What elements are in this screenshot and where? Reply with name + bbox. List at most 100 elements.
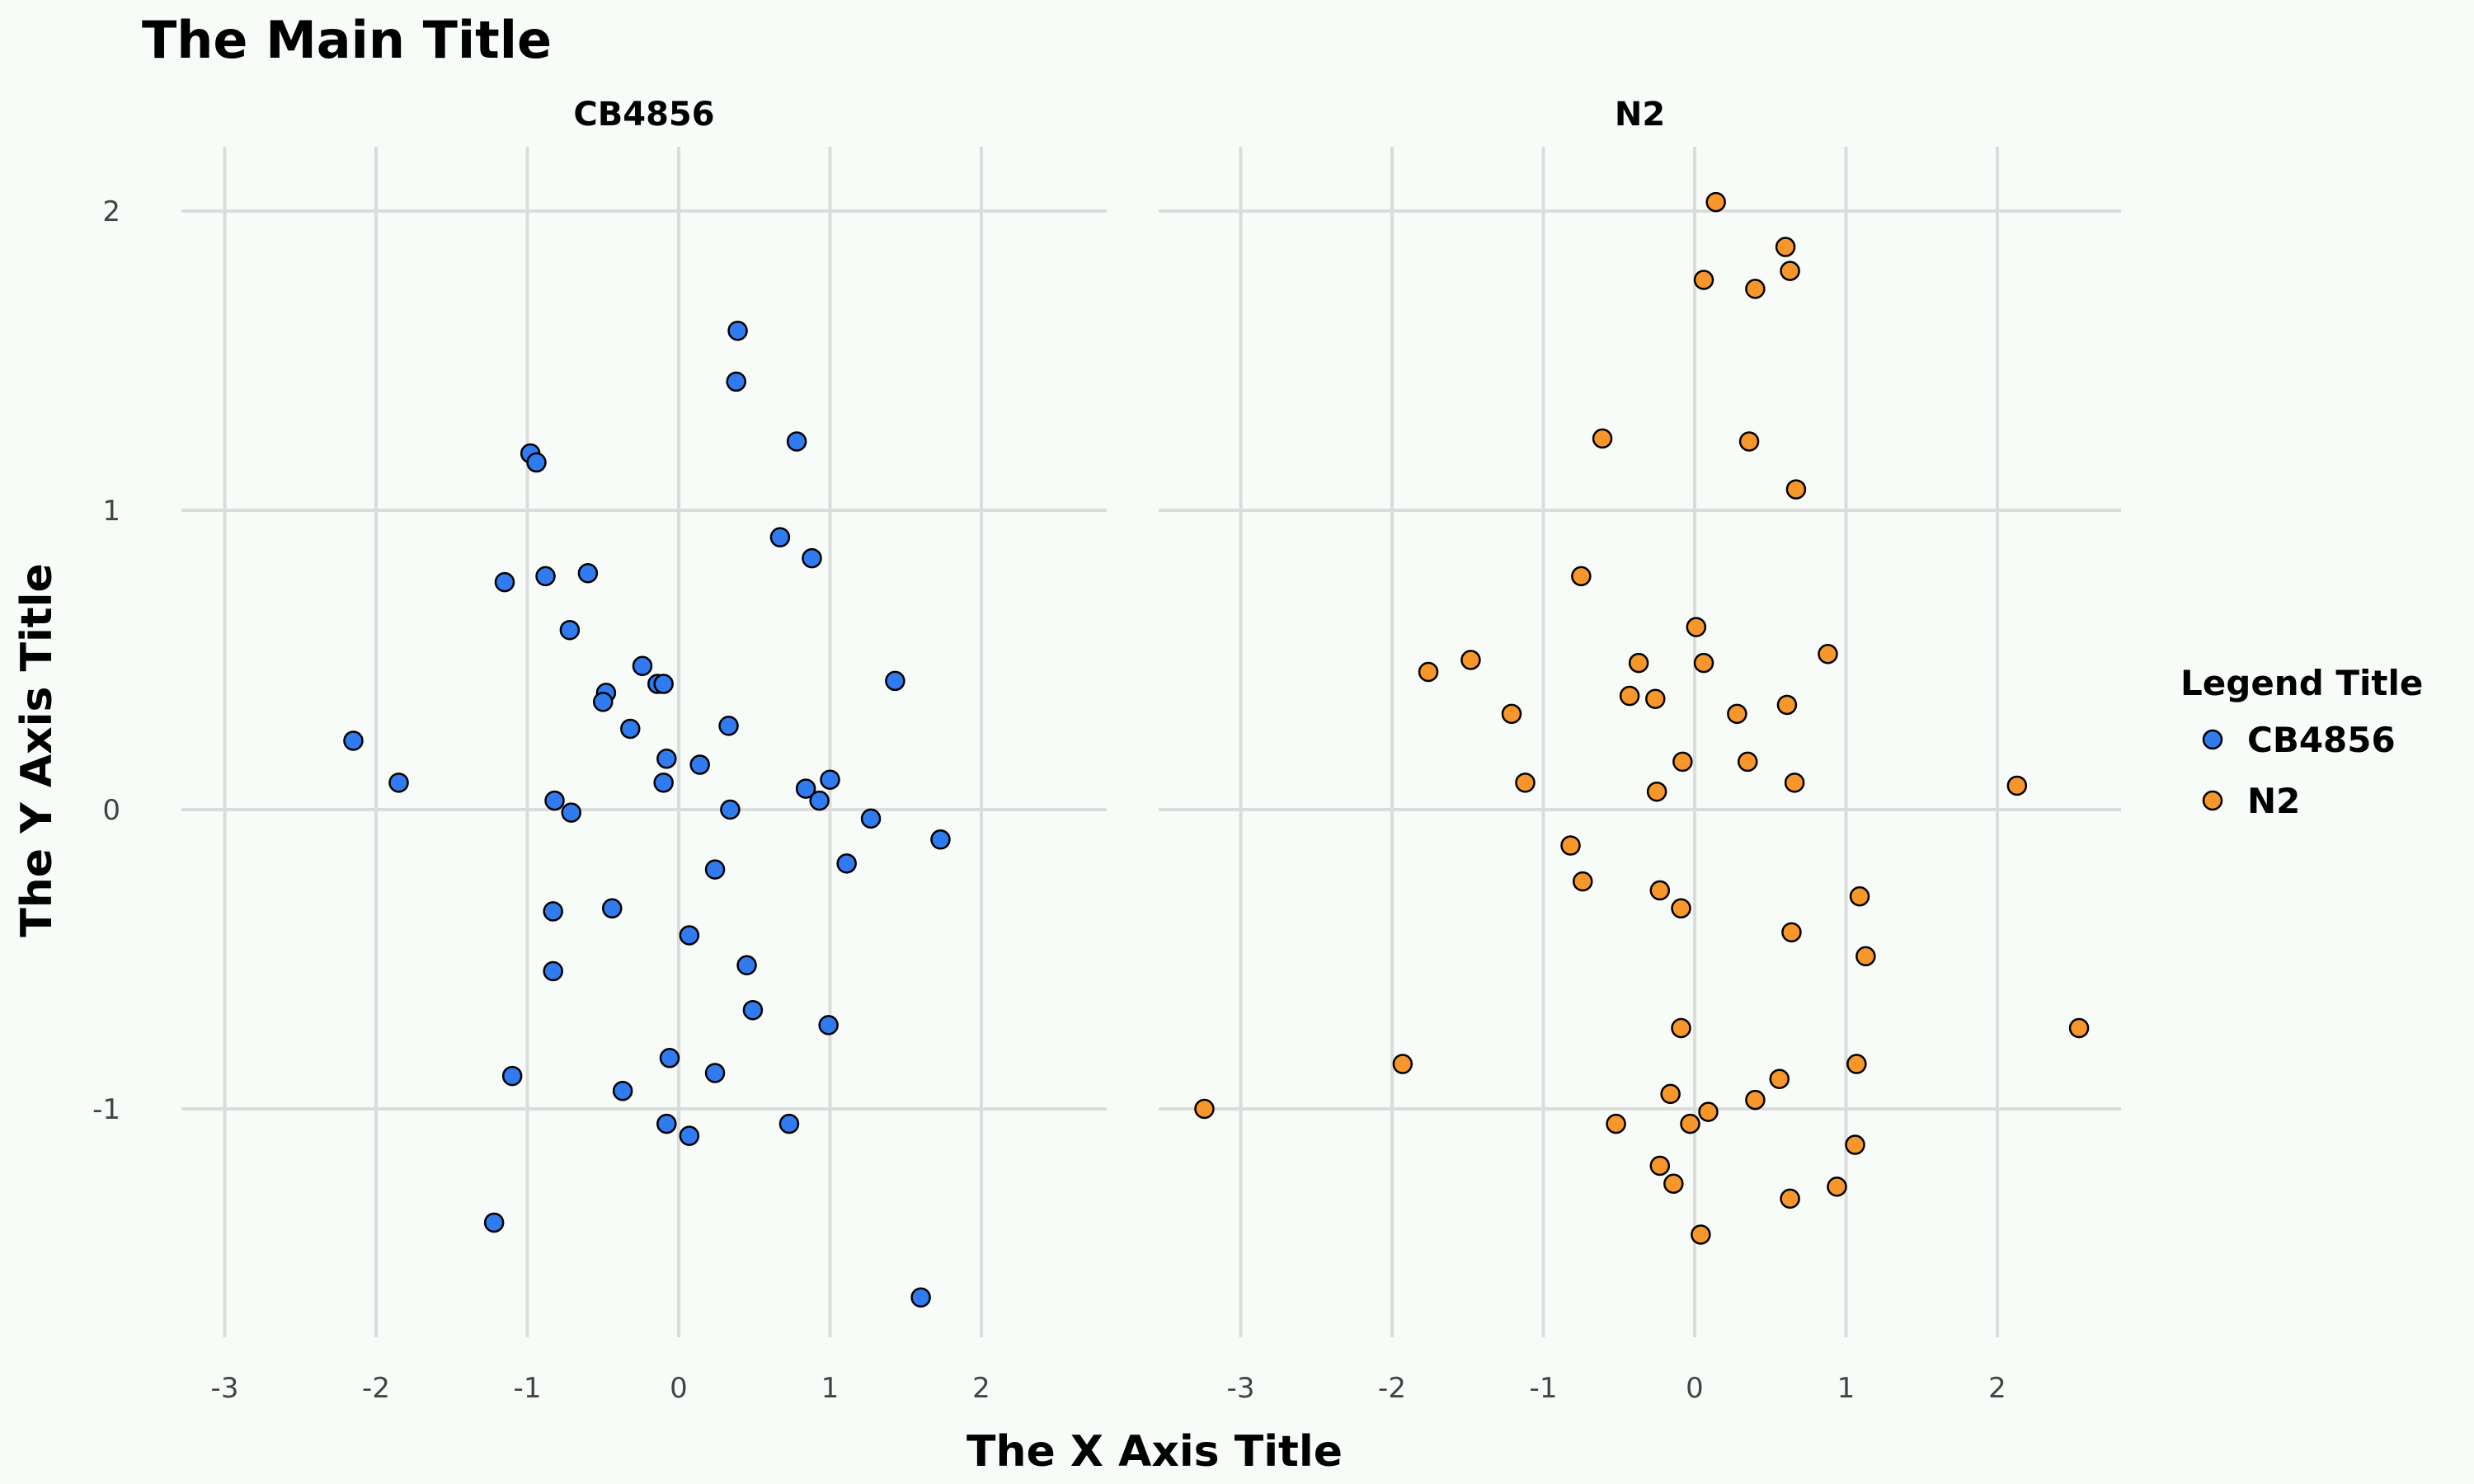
data-point-n2 xyxy=(1645,688,1666,709)
data-point-n2 xyxy=(1501,703,1522,725)
data-point-n2 xyxy=(1572,871,1593,892)
x-tick-label: 1 xyxy=(821,1372,840,1405)
data-point-n2 xyxy=(1660,1083,1681,1105)
data-point-cb4856 xyxy=(809,790,830,811)
data-point-cb4856 xyxy=(679,1125,700,1146)
data-point-n2 xyxy=(1827,1176,1847,1197)
data-point-n2 xyxy=(2006,775,2028,796)
data-point-cb4856 xyxy=(742,999,764,1021)
data-point-n2 xyxy=(1649,1155,1671,1176)
data-point-cb4856 xyxy=(786,431,807,452)
data-point-cb4856 xyxy=(736,955,757,976)
y-tick-label: 2 xyxy=(102,195,120,228)
panel-cb4856-grid xyxy=(181,147,1107,1337)
data-point-n2 xyxy=(1769,1068,1790,1089)
data-point-n2 xyxy=(1818,643,1838,665)
y-tick-label: -1 xyxy=(92,1093,120,1126)
data-point-n2 xyxy=(1780,1188,1800,1209)
data-point-cb4856 xyxy=(704,859,726,880)
data-point-n2 xyxy=(1628,652,1649,674)
x-axis-ticks: -3 -2 -1 0 1 2 -3 -2 -1 0 1 2 xyxy=(211,1372,2006,1405)
panel-n2-grid xyxy=(1159,147,2121,1337)
y-tick-label: 0 xyxy=(102,794,120,827)
data-point-n2 xyxy=(1784,773,1805,793)
data-point-n2 xyxy=(1705,191,1726,213)
data-point-cb4856 xyxy=(593,692,614,712)
data-point-n2 xyxy=(1781,922,1802,943)
data-point-n2 xyxy=(1698,1101,1719,1122)
x-tick-label: 2 xyxy=(1988,1372,2006,1405)
data-point-cb4856 xyxy=(632,655,653,677)
data-point-n2 xyxy=(1691,1224,1711,1245)
data-point-n2 xyxy=(1592,428,1613,449)
data-point-cb4856 xyxy=(561,802,581,823)
panel-cb4856-points xyxy=(343,320,951,1308)
data-point-cb4856 xyxy=(612,1080,633,1101)
data-point-n2 xyxy=(1671,1017,1691,1039)
data-point-n2 xyxy=(1693,652,1714,674)
x-tick-label: -3 xyxy=(1227,1372,1255,1405)
data-point-cb4856 xyxy=(620,718,641,740)
x-axis-title: The X Axis Title xyxy=(967,1427,1343,1477)
data-point-n2 xyxy=(1571,566,1592,587)
data-point-n2 xyxy=(1418,661,1439,683)
data-point-n2 xyxy=(1738,431,1760,452)
data-point-n2 xyxy=(1745,1089,1766,1111)
data-point-cb4856 xyxy=(689,754,710,775)
legend-label-cb4856: CB4856 xyxy=(2247,720,2396,760)
data-point-cb4856 xyxy=(526,452,547,473)
data-point-cb4856 xyxy=(718,716,739,736)
data-point-n2 xyxy=(1606,1113,1626,1134)
data-point-n2 xyxy=(1515,773,1536,793)
data-point-cb4856 xyxy=(577,562,599,584)
data-point-cb4856 xyxy=(778,1113,800,1134)
data-point-cb4856 xyxy=(501,1065,523,1087)
panel-cb4856-strip-label: CB4856 xyxy=(573,96,714,134)
x-tick-label: 0 xyxy=(1686,1372,1704,1405)
y-tick-label: 1 xyxy=(102,495,120,528)
data-point-n2 xyxy=(1680,1113,1700,1134)
data-point-cb4856 xyxy=(720,799,741,820)
data-point-cb4856 xyxy=(659,1048,680,1068)
data-point-n2 xyxy=(1775,237,1796,257)
data-point-cb4856 xyxy=(653,773,674,793)
data-point-cb4856 xyxy=(836,853,857,874)
legend-swatch-n2 xyxy=(2202,790,2223,811)
data-point-n2 xyxy=(1646,781,1667,802)
legend: Legend Title CB4856 N2 xyxy=(2180,663,2423,821)
data-point-n2 xyxy=(1663,1173,1684,1194)
x-tick-label: 0 xyxy=(670,1372,688,1405)
x-tick-label: -2 xyxy=(362,1372,390,1405)
x-tick-label: -1 xyxy=(514,1372,542,1405)
data-point-cb4856 xyxy=(388,773,409,793)
y-axis-ticks: -1 0 1 2 xyxy=(92,195,120,1126)
data-point-n2 xyxy=(1727,703,1747,725)
data-point-n2 xyxy=(1671,898,1691,919)
data-point-n2 xyxy=(1856,946,1876,967)
chart-title: The Main Title xyxy=(142,10,552,70)
data-point-n2 xyxy=(1194,1098,1215,1120)
x-tick-label: 1 xyxy=(1837,1372,1856,1405)
data-point-n2 xyxy=(1686,617,1707,637)
data-point-cb4856 xyxy=(930,829,951,850)
data-point-cb4856 xyxy=(860,808,882,829)
legend-label-n2: N2 xyxy=(2247,781,2300,821)
data-point-n2 xyxy=(1776,694,1798,716)
data-point-cb4856 xyxy=(535,566,556,587)
data-point-cb4856 xyxy=(559,619,581,641)
data-point-cb4856 xyxy=(656,1113,677,1134)
data-point-n2 xyxy=(1737,751,1758,773)
data-point-n2 xyxy=(1845,1134,1865,1155)
data-point-cb4856 xyxy=(885,670,905,692)
x-tick-label: 2 xyxy=(972,1372,990,1405)
data-point-cb4856 xyxy=(483,1212,505,1233)
data-point-n2 xyxy=(1460,650,1481,670)
data-point-n2 xyxy=(1619,685,1640,707)
data-point-cb4856 xyxy=(653,674,674,694)
data-point-cb4856 xyxy=(726,371,746,392)
x-tick-label: -2 xyxy=(1378,1372,1406,1405)
legend-swatch-cb4856 xyxy=(2202,729,2223,750)
data-point-n2 xyxy=(1846,1054,1867,1074)
data-point-n2 xyxy=(1849,886,1870,907)
